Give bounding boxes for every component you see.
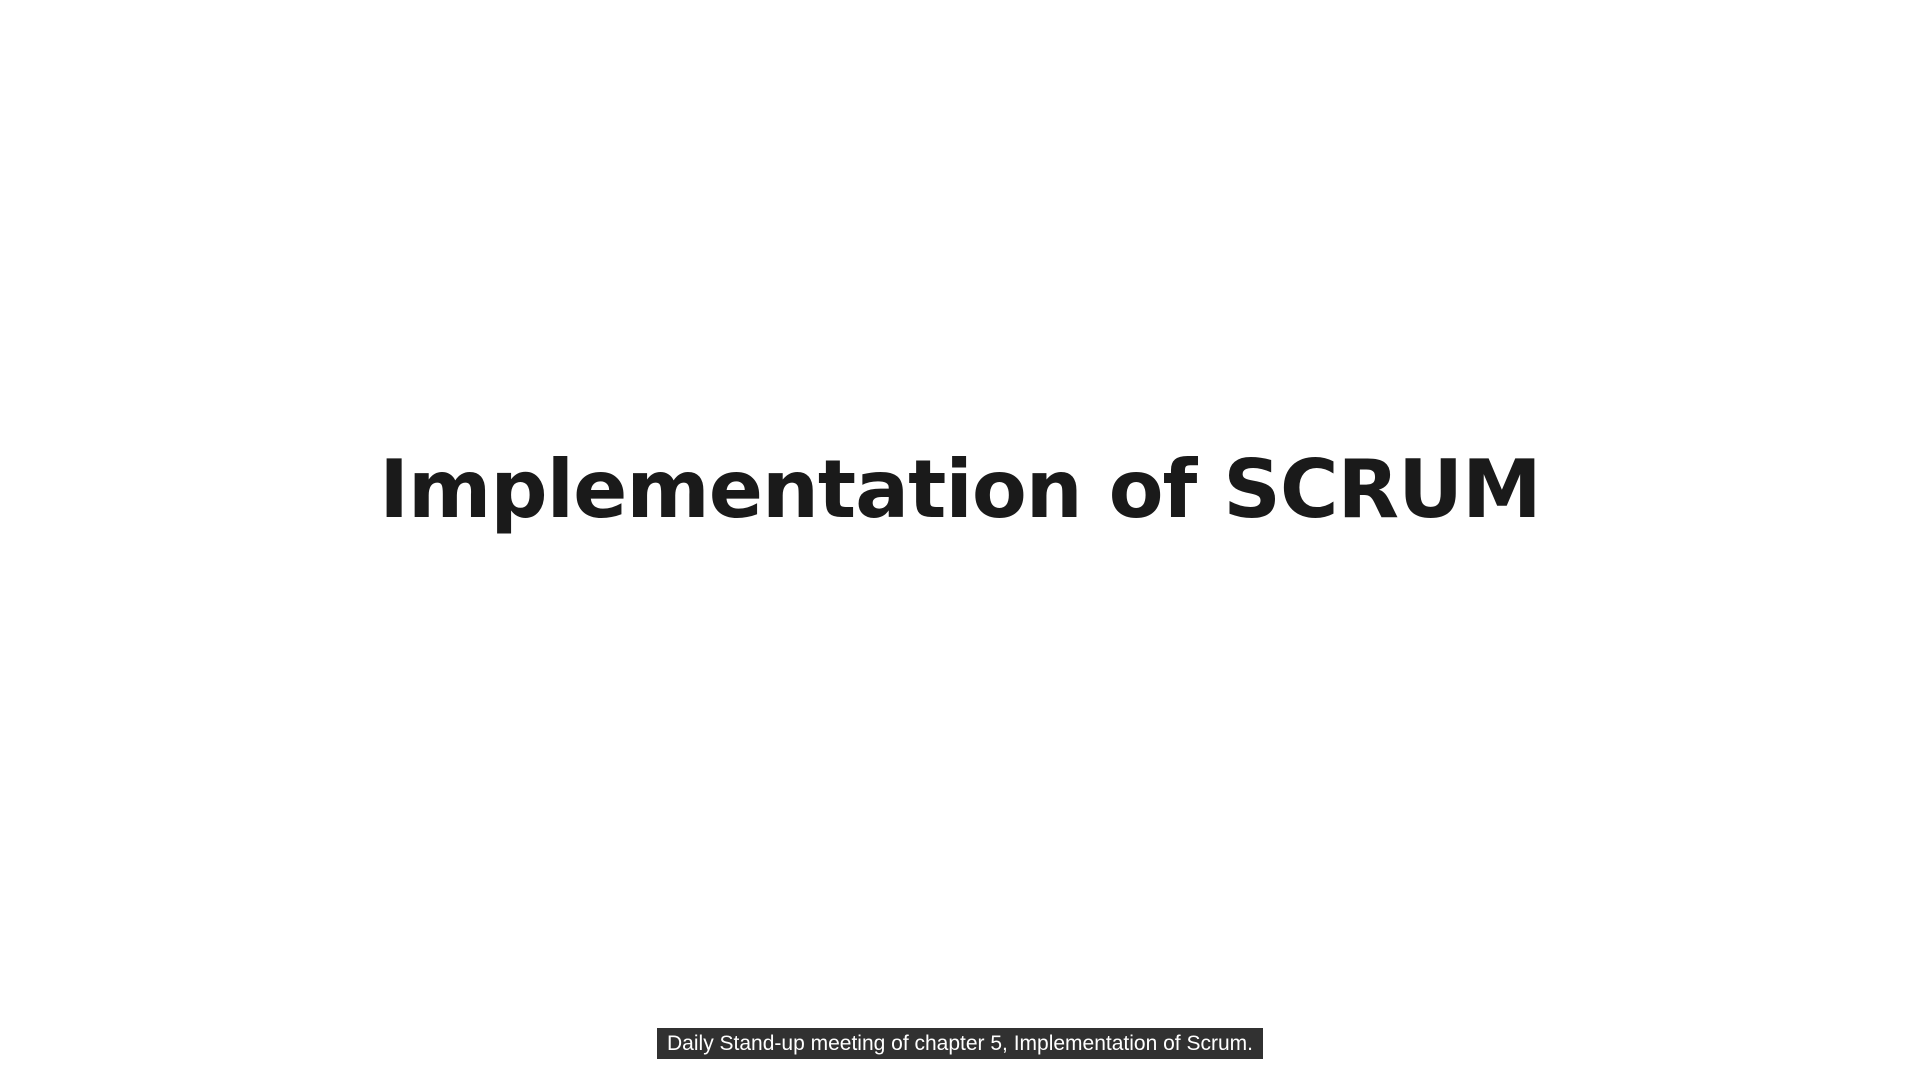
subtitle-caption: Daily Stand-up meeting of chapter 5, Imp… bbox=[657, 1028, 1263, 1059]
subtitle-area: Daily Stand-up meeting of chapter 5, Imp… bbox=[0, 1028, 1920, 1059]
slide-title: Implementation of SCRUM bbox=[379, 443, 1541, 536]
